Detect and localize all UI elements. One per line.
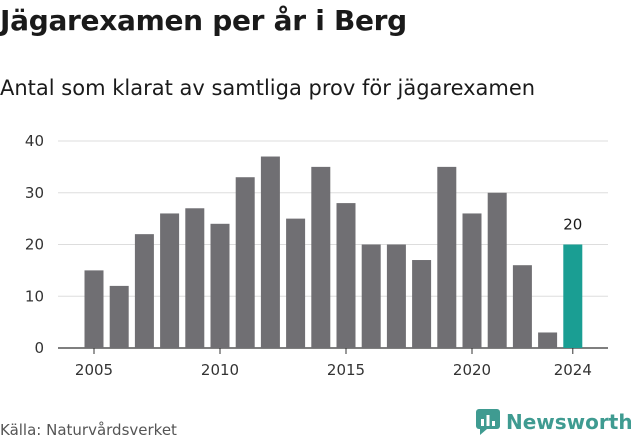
bar-2011 <box>235 177 255 348</box>
y-tick-label: 10 <box>25 287 44 305</box>
x-tick-label: 2015 <box>327 361 365 379</box>
y-axis: 0 10 20 30 40 <box>25 132 44 357</box>
bar-2017 <box>386 244 406 348</box>
y-tick-label: 40 <box>25 132 44 150</box>
highlight-value-label: 20 <box>563 216 582 234</box>
bar-2023 <box>538 332 558 348</box>
x-tick-label: 2010 <box>201 361 239 379</box>
bar-2005 <box>84 270 104 348</box>
bar-chart: 0 10 20 30 40 2005 2010 2015 2020 2024 20 <box>25 132 608 379</box>
bar-2021 <box>487 192 507 348</box>
newsworthy-chart-icon <box>476 409 500 435</box>
data-labels: 20 <box>563 216 582 234</box>
bar-2024 <box>563 244 583 348</box>
x-tick-label: 2024 <box>554 361 592 379</box>
bar-2007 <box>134 234 154 348</box>
brand-logo: Newsworthy <box>476 408 631 436</box>
bar-2018 <box>412 260 432 348</box>
chart-title: Jägarexamen per år i Berg <box>0 4 407 37</box>
bar-2022 <box>512 265 532 348</box>
bar-2012 <box>260 156 280 348</box>
bars <box>84 156 583 348</box>
bar-2006 <box>109 285 129 348</box>
source-note: Källa: Naturvårdsverket <box>0 421 177 439</box>
x-tick-label: 2005 <box>75 361 113 379</box>
chart-subtitle: Antal som klarat av samtliga prov för jä… <box>0 76 536 100</box>
brand-name: Newsworthy <box>506 410 631 434</box>
y-tick-label: 30 <box>25 184 44 202</box>
bar-2016 <box>361 244 381 348</box>
bar-2010 <box>210 223 230 348</box>
bar-2013 <box>286 218 306 348</box>
bar-2008 <box>160 213 180 348</box>
y-tick-label: 0 <box>34 339 44 357</box>
bar-2019 <box>437 166 457 348</box>
y-tick-label: 20 <box>25 236 44 254</box>
x-axis: 2005 2010 2015 2020 2024 <box>75 348 592 379</box>
bar-2009 <box>185 208 205 348</box>
bar-2020 <box>462 213 482 348</box>
bar-2014 <box>311 166 331 348</box>
bar-2015 <box>336 203 356 348</box>
x-tick-label: 2020 <box>453 361 491 379</box>
